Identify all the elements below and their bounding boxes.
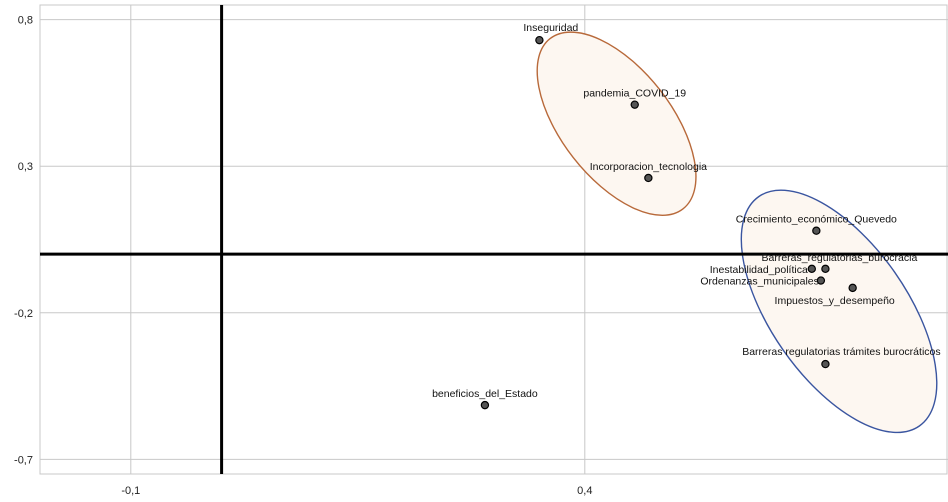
y-tick-label: -0,7 (14, 454, 33, 466)
cluster-ellipse (740, 189, 938, 434)
labels-layer: Inseguridad pandemia_COVID_19 Incorporacio… (432, 22, 941, 400)
x-tick-label: -0,1 (121, 485, 140, 497)
data-point (630, 100, 639, 109)
point-label: Inestabilidad_política (710, 264, 808, 276)
point-label: pandemia_COVID_19 (583, 88, 686, 100)
point-label: Impuestos_y_desempeño (775, 295, 895, 307)
data-point (812, 226, 821, 235)
plot-frame (39, 4, 948, 475)
point-label: Barreras regulatorias trámites burocráti… (742, 346, 940, 358)
reference-lines (40, 5, 948, 474)
point-label: Crecimiento_económico_Quevedo (736, 214, 897, 226)
point-label: Inseguridad (523, 22, 578, 34)
data-point (821, 264, 830, 274)
cluster-ellipse (536, 31, 697, 217)
data-point (480, 400, 490, 410)
ellipse-layer (536, 31, 938, 434)
data-point (816, 276, 826, 285)
x-tick-label: 0,4 (577, 485, 592, 497)
data-point (644, 173, 653, 183)
tick-labels: -0,1 0,4 0,8 0,3 -0,2 -0,7 (14, 15, 592, 497)
y-tick-label: -0,2 (14, 308, 33, 320)
point-label: Incorporacion_tecnologia (590, 161, 707, 173)
data-point (535, 35, 544, 45)
point-label: beneficios_del_Estado (432, 388, 538, 400)
point-label: Ordenanzas_municipales (700, 276, 818, 288)
points-layer (480, 35, 857, 410)
y-tick-label: 0,3 (18, 161, 33, 173)
data-point (848, 283, 857, 293)
data-point (807, 264, 817, 274)
data-point (821, 359, 830, 369)
y-tick-label: 0,8 (18, 15, 33, 27)
point-label: Barreras_regulatorias_burocracia (761, 252, 917, 264)
